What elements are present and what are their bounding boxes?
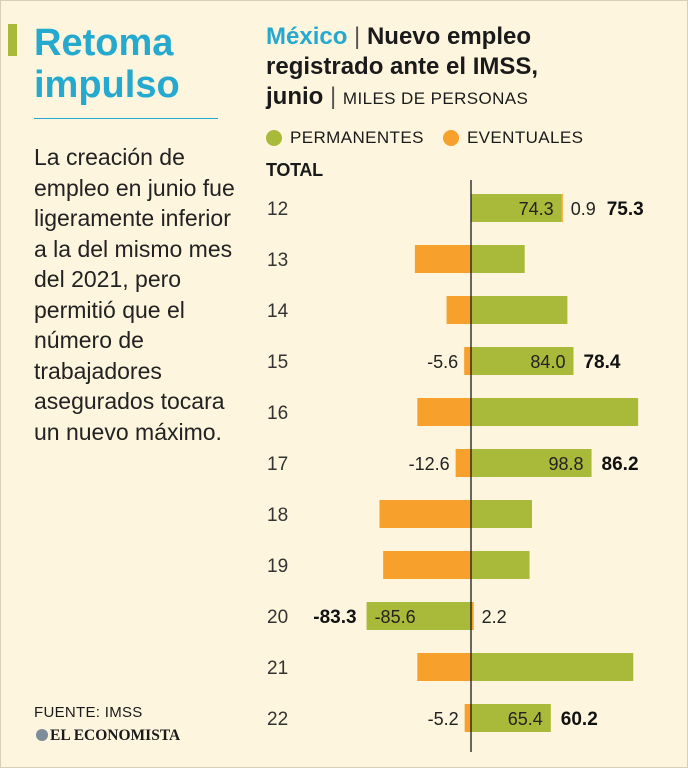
body-text: La creación de empleo en junio fue liger… [34, 144, 235, 445]
y-tick-label: 21 [267, 658, 288, 679]
country-label: México [266, 23, 348, 50]
total-label: 78.4 [583, 352, 620, 373]
y-tick-label: 16 [267, 403, 288, 424]
data-label-eventual: -12.6 [409, 454, 450, 474]
headline-line-2: impulso [34, 64, 180, 106]
data-label-permanent: 65.4 [508, 709, 543, 729]
bar-eventual [446, 296, 471, 324]
legend-item-permanent: PERMANENTES [266, 128, 424, 148]
bar-eventual [455, 449, 471, 477]
total-label: 86.2 [602, 454, 639, 475]
chart-title-line-2: registrado ante el IMSS, [266, 53, 539, 80]
unit-label: MILES DE PERSONAS [342, 89, 529, 108]
bar-eventual [471, 602, 474, 630]
bar-permanent [366, 602, 471, 630]
bar-permanent [471, 551, 530, 579]
chart-title-line-1: México | Nuevo empleo [266, 22, 681, 52]
y-tick-label: 20 [267, 607, 288, 628]
total-label: 75.3 [607, 199, 644, 220]
logo-text: EL ECONOMISTA [50, 727, 181, 744]
logo: EL ECONOMISTA [36, 727, 180, 745]
bar-permanent [471, 398, 639, 426]
y-tick-label: 14 [267, 301, 289, 322]
logo-mark-icon [36, 729, 48, 741]
data-label-eventual: 0.9 [571, 199, 596, 219]
source-label: FUENTE: IMSS [34, 704, 143, 721]
bar-eventual [414, 245, 471, 273]
bar-eventual [383, 551, 471, 579]
y-tick-label: 12 [267, 199, 288, 220]
title-separator: | [354, 23, 361, 50]
bar-permanent [471, 296, 568, 324]
legend-label-permanent: PERMANENTES [290, 128, 424, 147]
bar-permanent [471, 500, 532, 528]
y-tick-label: 13 [267, 250, 288, 271]
total-label: 60.2 [561, 709, 598, 730]
data-label-permanent: 74.3 [519, 199, 554, 219]
bar-eventual [417, 398, 471, 426]
accent-bar [8, 24, 17, 56]
bar-eventual [379, 500, 471, 528]
legend: PERMANENTES EVENTUALES [266, 128, 597, 151]
headline-rule [34, 118, 218, 119]
data-label-permanent: 84.0 [530, 352, 565, 372]
y-tick-label: 15 [267, 352, 288, 373]
bar-permanent [471, 194, 562, 222]
bar-permanent [471, 704, 551, 732]
chart-header: México | Nuevo empleo registrado ante el… [266, 22, 681, 114]
bar-eventual [464, 347, 471, 375]
data-label-eventual: 2.2 [482, 607, 507, 627]
legend-label-eventual: EVENTUALES [466, 128, 584, 147]
y-tick-label: 19 [267, 556, 288, 577]
legend-swatch-eventual [442, 130, 459, 146]
y-tick-label: 17 [267, 454, 288, 475]
data-label-permanent: 98.8 [548, 454, 583, 474]
chart-title-line-3: junio | MILES DE PERSONAS [266, 82, 681, 114]
bar-eventual [417, 653, 471, 681]
bar-eventual [561, 194, 563, 222]
y-tick-label: 22 [267, 709, 288, 730]
chart-title-part-1: Nuevo empleo [366, 23, 531, 50]
unit-separator: | [330, 83, 337, 110]
legend-item-eventual: EVENTUALES [442, 128, 584, 148]
headline: Retoma impulso [34, 22, 234, 106]
data-label-eventual: -5.6 [427, 352, 458, 372]
y-tick-label: 18 [267, 505, 288, 526]
bar-eventual [464, 704, 471, 732]
headline-line-1: Retoma [34, 22, 174, 64]
data-label-permanent: -85.6 [375, 607, 416, 627]
bar-permanent [471, 245, 525, 273]
chart-title-part-3: junio [266, 83, 324, 110]
total-label: -83.3 [313, 607, 356, 628]
total-column-label: TOTAL [266, 160, 323, 180]
bar-permanent [471, 449, 592, 477]
data-label-eventual: -5.2 [428, 709, 459, 729]
bar-permanent [471, 653, 634, 681]
bar-permanent [471, 347, 574, 375]
legend-swatch-permanent [266, 130, 282, 146]
